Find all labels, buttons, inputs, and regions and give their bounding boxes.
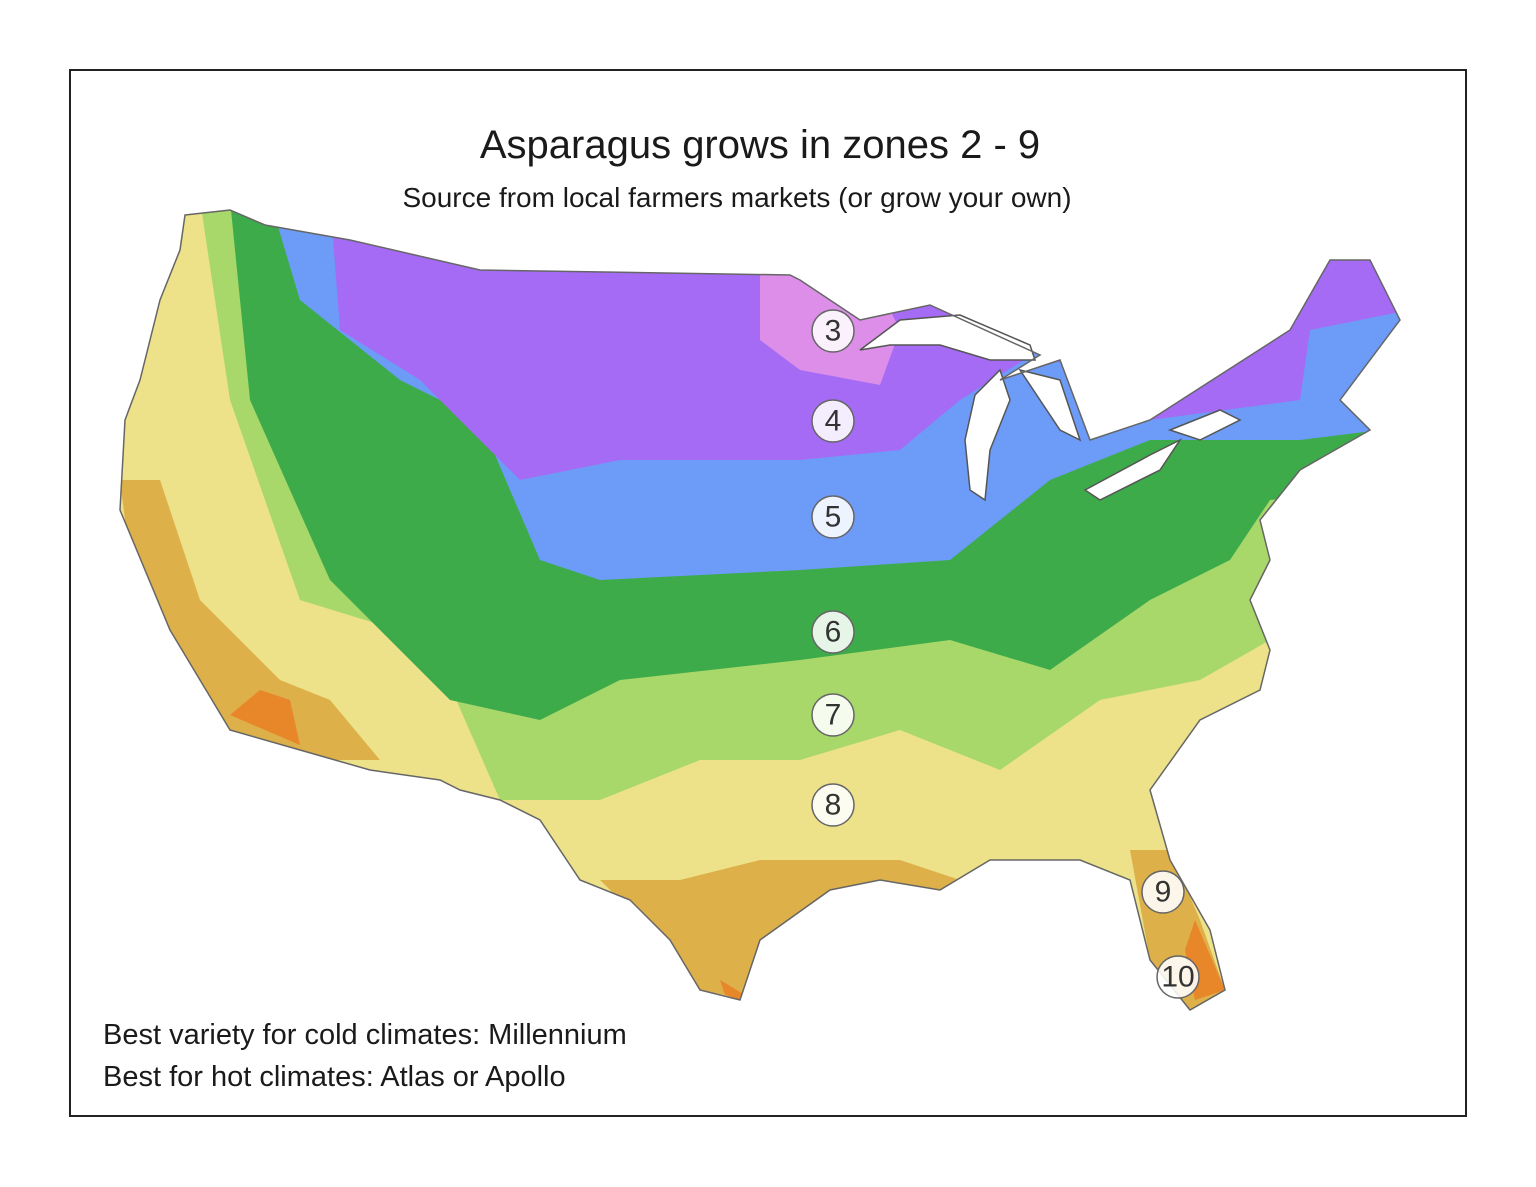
zone-labels: 3 4 5 6 7 8 9 10	[811, 309, 1200, 999]
zone-badge	[811, 693, 855, 737]
subtitle: Source from local farmers markets (or gr…	[402, 182, 1071, 213]
zone-label: 3	[825, 315, 842, 348]
great-lakes	[859, 314, 1242, 502]
zone-label: 5	[825, 501, 842, 534]
title: Asparagus grows in zones 2 - 9	[480, 123, 1040, 167]
zone-badge	[1141, 870, 1185, 914]
zone-badge	[811, 399, 855, 443]
zone-label: 7	[825, 699, 842, 732]
lake-huron	[1018, 368, 1082, 442]
zone-10	[720, 980, 745, 1000]
zone-badge	[811, 610, 855, 654]
zone-label: 9	[1155, 876, 1172, 909]
zone-label: 4	[825, 405, 842, 438]
zone-label: 8	[825, 789, 842, 822]
zone-label: 10	[1161, 961, 1194, 994]
lake-ontario	[1167, 409, 1242, 441]
zone-badge	[811, 783, 855, 827]
lake-erie	[1083, 438, 1183, 501]
zone-badge	[1156, 955, 1200, 999]
lake-superior	[859, 314, 1037, 361]
note: Best for hot climates: Atlas or Apollo	[103, 1061, 566, 1093]
zone-10	[230, 690, 300, 745]
zone-badge	[811, 309, 855, 353]
lake-michigan	[964, 368, 1011, 502]
zone-label: 6	[825, 616, 842, 649]
note: Best variety for cold climates: Millenni…	[103, 1019, 627, 1051]
zone-badge	[811, 495, 855, 539]
